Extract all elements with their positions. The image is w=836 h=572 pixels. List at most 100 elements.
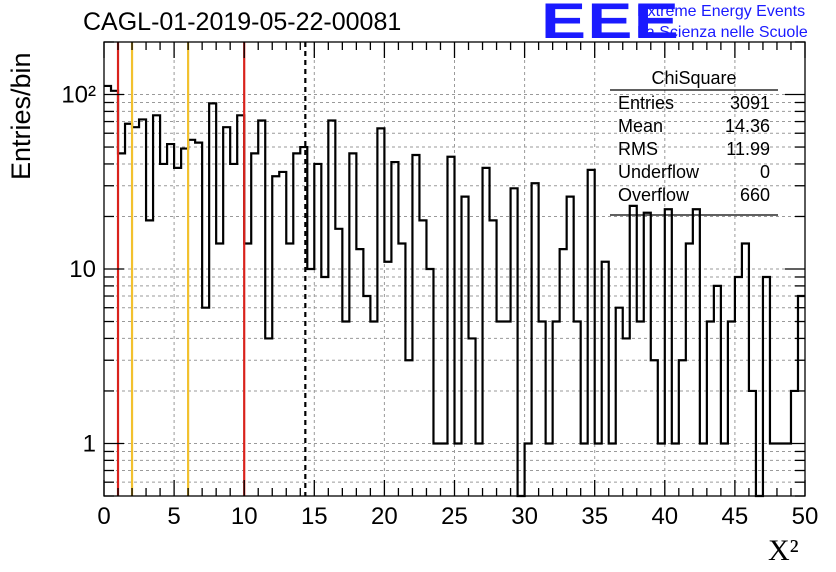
- histogram-bin: [581, 443, 588, 496]
- histogram-bin: [511, 188, 518, 496]
- histogram-bin: [602, 262, 609, 496]
- histogram-bin: [637, 322, 644, 496]
- x-tick-label: 0: [97, 503, 110, 530]
- histogram-bin: [763, 277, 770, 496]
- histogram-bin: [595, 443, 602, 496]
- y-tick-label: 10: [69, 256, 96, 283]
- histogram-bin: [202, 308, 209, 496]
- stats-value: 0: [759, 162, 770, 182]
- histogram-bin: [314, 164, 321, 496]
- histogram-bin: [293, 153, 300, 496]
- x-tick-label: 30: [511, 503, 538, 530]
- histogram-bin: [574, 322, 581, 496]
- histogram-bin: [679, 360, 686, 496]
- stats-value: 660: [739, 185, 770, 205]
- histogram-bin: [721, 443, 728, 496]
- histogram-series: [104, 84, 805, 498]
- histogram-bin: [153, 115, 160, 496]
- histogram-bin: [497, 322, 504, 496]
- histogram-bin: [665, 209, 672, 496]
- x-tick-label: 15: [301, 503, 328, 530]
- histogram-bin: [321, 277, 328, 496]
- histogram-bin: [160, 164, 167, 496]
- stats-box-title: ChiSquare: [651, 68, 737, 88]
- histogram-bin: [644, 213, 651, 496]
- histogram-bin: [616, 308, 623, 496]
- histogram-bin: [349, 153, 356, 496]
- x-tick-label: 50: [792, 503, 819, 530]
- x-tick-label: 20: [371, 503, 398, 530]
- histogram-bin: [167, 144, 174, 496]
- histogram-bin: [777, 443, 784, 496]
- histogram-bin: [784, 443, 791, 496]
- x-tick-label: 10: [231, 503, 258, 530]
- histogram-bin: [433, 443, 440, 496]
- histogram-bin: [195, 143, 202, 496]
- histogram-bin: [419, 220, 426, 496]
- stats-key: Mean: [618, 116, 664, 136]
- x-tick-label: 25: [441, 503, 468, 530]
- histogram-bin: [265, 338, 272, 496]
- histogram-bin: [209, 103, 216, 496]
- run-title: CAGL-01-2019-05-22-00081: [83, 8, 402, 36]
- stats-key: Overflow: [618, 185, 690, 205]
- histogram-bin: [146, 220, 153, 496]
- stats-key: RMS: [618, 139, 658, 159]
- histogram-bin: [609, 443, 616, 496]
- histogram-bin: [342, 322, 349, 496]
- histogram-bin: [504, 322, 511, 496]
- stats-value: 11.99: [726, 139, 770, 159]
- histogram-bin: [335, 229, 342, 496]
- histogram-bin: [476, 443, 483, 496]
- histogram-bin: [672, 443, 679, 496]
- histogram-bin: [539, 322, 546, 496]
- histogram-bin: [483, 168, 490, 496]
- histogram-bin: [405, 360, 412, 496]
- histogram-bin: [630, 206, 637, 496]
- histogram-bin: [174, 168, 181, 496]
- histogram-bin: [693, 209, 700, 496]
- eee-logo: EEE: [541, 0, 681, 49]
- histogram-bin: [735, 277, 742, 496]
- logo-subtitle-2: La Scienza nelle Scuole: [637, 24, 808, 41]
- histogram-bin: [440, 443, 447, 496]
- stats-value: 14.36: [724, 116, 770, 136]
- histogram-bin: [651, 360, 658, 496]
- histogram-bin: [426, 269, 433, 496]
- histogram-bin: [532, 183, 539, 496]
- x-axis-label: X²: [768, 534, 799, 567]
- histogram-bin: [328, 120, 335, 496]
- histogram-bin: [307, 269, 314, 496]
- stats-key: Underflow: [618, 162, 700, 182]
- histogram-bin: [525, 443, 532, 496]
- y-tick-label: 1: [83, 430, 96, 457]
- histogram-bin: [412, 155, 419, 496]
- histogram-bin: [469, 338, 476, 496]
- histogram-bin: [798, 296, 805, 496]
- histogram-bin: [272, 176, 279, 496]
- x-tick-label: 40: [651, 503, 678, 530]
- histogram-bin: [455, 443, 462, 496]
- histogram-bin: [728, 322, 735, 496]
- histogram-bin: [251, 153, 258, 496]
- histogram-bin: [686, 244, 693, 496]
- histogram-bin: [286, 244, 293, 496]
- histogram-bin: [588, 170, 595, 496]
- histogram-bin: [223, 127, 230, 496]
- histogram-bin: [216, 244, 223, 496]
- histogram-bin: [567, 197, 574, 496]
- stats-key: Entries: [618, 93, 675, 113]
- histogram-bin: [462, 197, 469, 496]
- histogram-bin: [279, 172, 286, 496]
- histogram-bin: [707, 322, 714, 496]
- x-tick-label: 45: [722, 503, 749, 530]
- histogram-bin: [258, 120, 265, 496]
- histogram-bin: [742, 244, 749, 496]
- x-tick-label: 5: [167, 503, 180, 530]
- histogram-bin: [553, 322, 560, 496]
- histogram-bin: [398, 244, 405, 496]
- histogram-bin: [749, 391, 756, 496]
- histogram-bin: [560, 249, 567, 496]
- x-tick-label: 35: [581, 503, 608, 530]
